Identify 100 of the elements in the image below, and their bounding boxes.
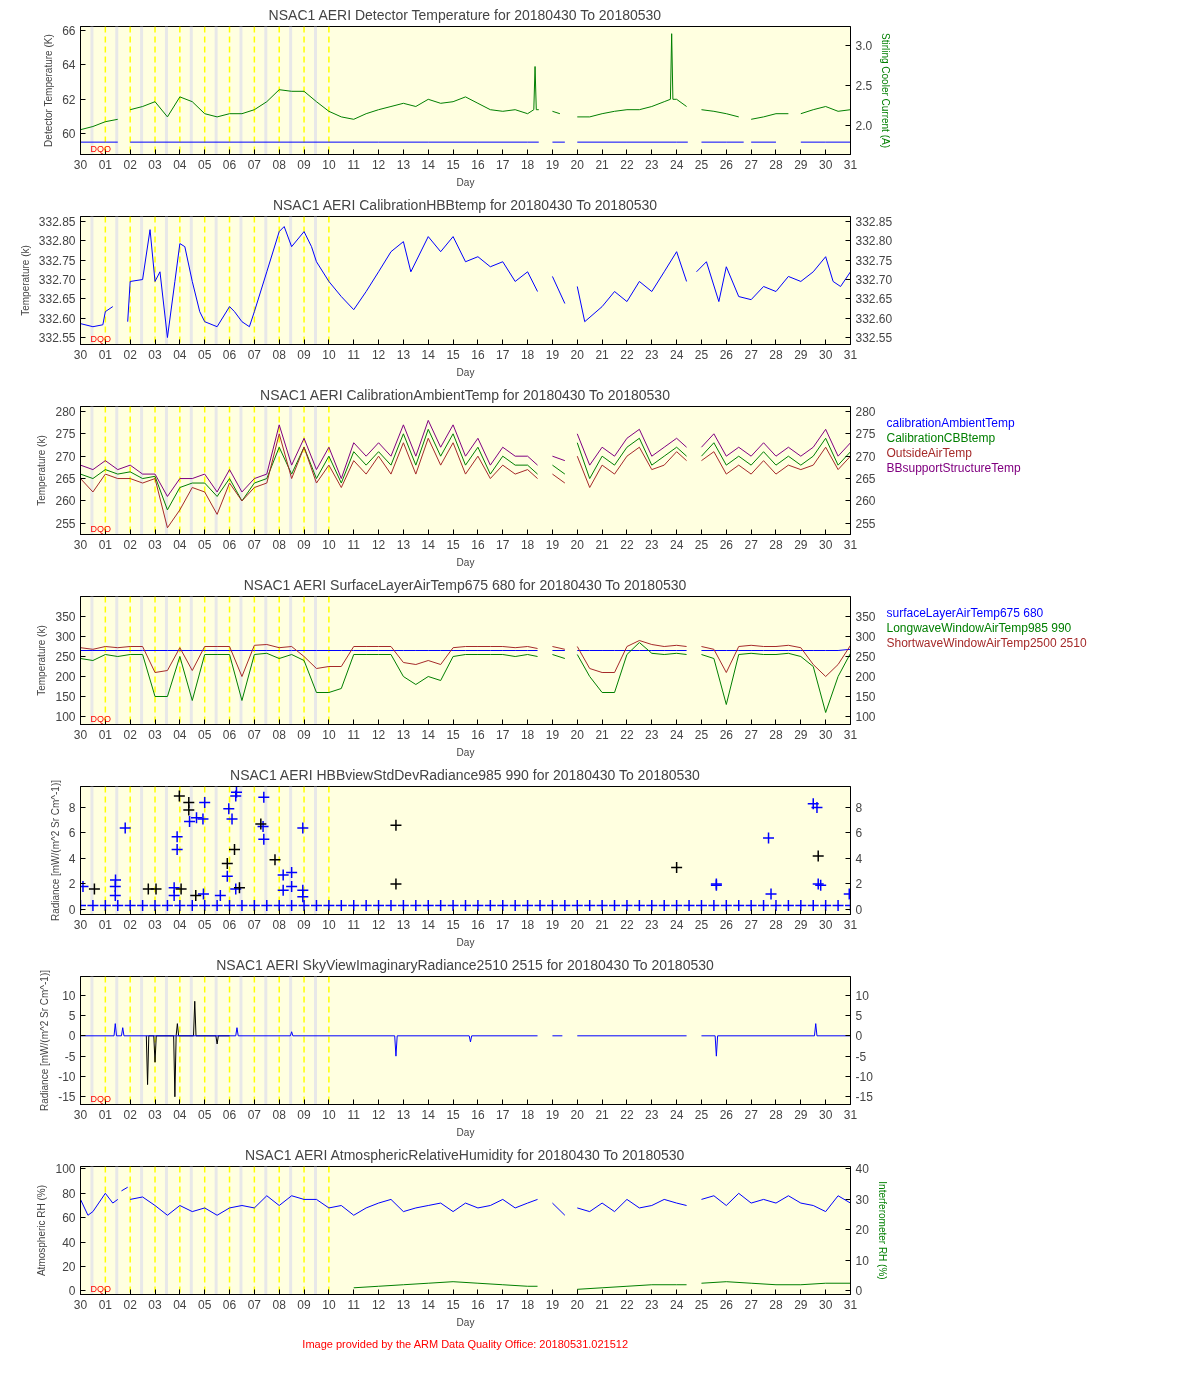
x-tick-label: 02 [123, 917, 138, 932]
x-tick-label: 06 [222, 347, 237, 362]
point [197, 887, 210, 901]
x-tick-label: 08 [272, 1297, 287, 1312]
y-tick-label: 265 [55, 472, 76, 487]
y2-tick-label: 350 [855, 610, 876, 624]
x-tick-label: 30 [73, 537, 88, 552]
y2-tick-label: 10 [855, 988, 870, 1003]
x-tick-label: 16 [471, 1297, 485, 1312]
x-tick-label: 27 [744, 917, 759, 932]
y-tick-label: 10 [62, 988, 76, 1003]
x-tick-label: 08 [272, 1107, 287, 1122]
y-tick-label: -10 [58, 1069, 76, 1084]
annotation: DQO [90, 523, 112, 534]
y2-tick-label: 332.55 [855, 331, 893, 346]
x-tick-label: 27 [744, 1107, 759, 1122]
x-tick-label: 09 [297, 727, 312, 742]
x-tick-label: 29 [794, 917, 808, 932]
x-tick-label: 11 [347, 157, 361, 172]
annotation: DQO [90, 713, 112, 724]
y-axis-title: Radiance [mW/(m^2 Sr Cm^-1)] [49, 779, 61, 922]
y-tick-label: 332.85 [38, 215, 76, 230]
x-tick-label: 24 [669, 157, 684, 172]
point [257, 833, 271, 846]
y-axis-title: Radiance [mW/(m^2 Sr Cm^-1)] [39, 969, 51, 1112]
chart-title: NSAC1 AERI SkyViewImaginaryRadiance2510 2515 for 20180430 To 20180530 [216, 956, 714, 973]
point [222, 802, 236, 816]
x-tick-label: 18 [520, 1107, 535, 1122]
y-tick-label: 275 [55, 427, 76, 442]
x-tick-label: 28 [769, 917, 783, 932]
x-tick-label: 07 [247, 347, 262, 362]
x-tick-label: 01 [98, 1107, 113, 1122]
x-tick-label: 29 [794, 1297, 808, 1312]
x-tick-label: 28 [769, 347, 783, 362]
y-tick-label: 332.70 [38, 273, 76, 288]
point [670, 861, 683, 874]
text: LongwaveWindowAirTemp985 990 [886, 620, 1072, 635]
y-tick-label: 200 [55, 670, 76, 684]
x-tick-label: 25 [694, 727, 709, 742]
x-tick-label: 31 [843, 727, 858, 742]
x-tick-label: 21 [595, 1297, 610, 1312]
x-tick-label: 30 [818, 1107, 833, 1122]
chart-title: NSAC1 AERI AtmosphericRelativeHumidity for 20180430 To 20180530 [244, 1146, 685, 1163]
x-tick-label: 29 [794, 727, 808, 742]
x-tick-label: 14 [421, 1107, 436, 1122]
y-axis-title: Temperature (k) [36, 625, 48, 696]
x-tick-label: 15 [446, 1297, 461, 1312]
x-tick-label: 15 [446, 347, 461, 362]
point [806, 797, 820, 810]
x-tick-label: 17 [496, 917, 510, 932]
x-tick-label: 18 [520, 157, 535, 172]
x-tick-label: 29 [794, 537, 808, 552]
y-tick-label: 5 [68, 1009, 76, 1024]
x-tick-label: 20 [570, 347, 585, 362]
x-tick-label: 01 [98, 1297, 113, 1312]
y-tick-label: 0 [68, 1284, 76, 1299]
x-tick-label: 30 [73, 727, 88, 742]
point [296, 890, 310, 903]
point [230, 786, 243, 799]
x-tick-label: 20 [570, 727, 585, 742]
x-tick-label: 08 [272, 157, 287, 172]
y2-tick-label: 332.75 [855, 253, 893, 268]
y-tick-label: 4 [68, 851, 76, 866]
x-tick-label: 02 [123, 157, 138, 172]
x-tick-label: 16 [471, 537, 485, 552]
x-tick-label: 14 [421, 1297, 436, 1312]
x-tick-label: 03 [148, 727, 163, 742]
x-tick-label: 06 [222, 917, 237, 932]
x-tick-label: 10 [322, 1107, 336, 1122]
y-tick-label: 0 [68, 902, 76, 917]
point [173, 789, 186, 803]
x-tick-label: 04 [173, 727, 187, 742]
text: BBsupportStructureTemp [886, 460, 1021, 475]
y2-tick-label: 8 [855, 801, 863, 816]
y2-tick-label: 332.60 [855, 311, 893, 326]
x-tick-label: 31 [843, 537, 858, 552]
x-tick-label: 19 [545, 727, 560, 742]
x-tick-label: 29 [794, 347, 808, 362]
x-tick-label: 31 [843, 157, 858, 172]
point [389, 877, 403, 891]
y2-tick-label: 275 [855, 427, 876, 442]
x-tick-label: 22 [620, 1107, 634, 1122]
x-tick-label: 03 [148, 157, 163, 172]
y-tick-label: 332.75 [38, 253, 76, 268]
x-tick-label: 17 [496, 727, 510, 742]
x-tick-label: 13 [396, 1297, 411, 1312]
x-tick-label: 04 [173, 1297, 187, 1312]
point [233, 881, 246, 894]
x-tick-label: 05 [198, 917, 212, 932]
x-tick-label: 17 [496, 157, 510, 172]
y2-tick-label: 255 [855, 516, 876, 531]
x-tick-label: 01 [98, 727, 113, 742]
point [118, 821, 132, 835]
y2-tick-label: 5 [855, 1009, 863, 1024]
point [389, 819, 403, 832]
y2-tick-label: 332.80 [855, 234, 893, 249]
point [149, 882, 163, 896]
x-axis-title: Day [456, 1316, 475, 1328]
annotation: DQO [90, 1283, 112, 1294]
x-tick-label: 06 [222, 1107, 237, 1122]
